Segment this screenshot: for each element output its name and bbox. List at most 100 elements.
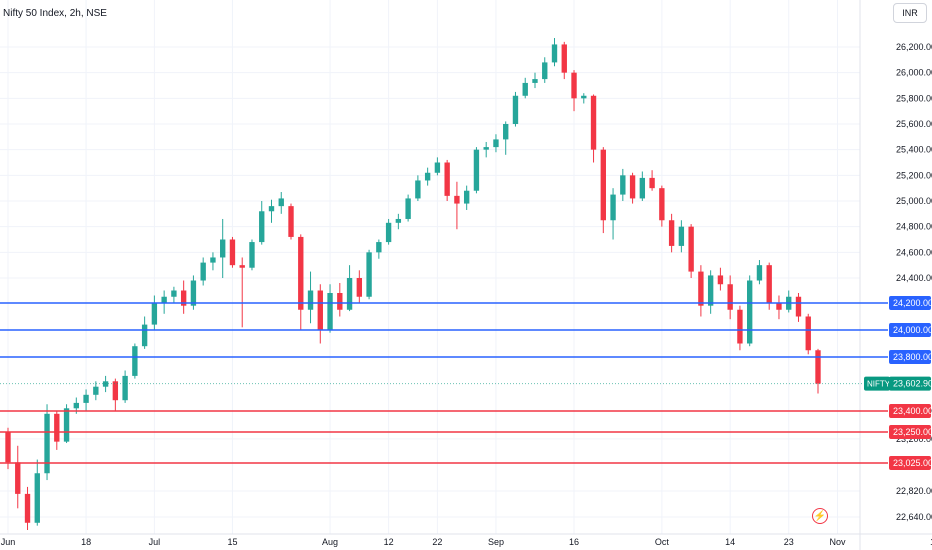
candle-body	[532, 79, 538, 83]
candle-body	[688, 226, 694, 272]
candle-body	[795, 296, 802, 317]
price-tick-label: 25,800.00	[896, 93, 932, 103]
price-tick-label: 25,000.00	[896, 196, 932, 206]
candle-body	[63, 408, 70, 442]
candle-body	[707, 275, 714, 306]
candle-body	[346, 278, 353, 310]
candle-body	[639, 177, 646, 199]
candle-body	[288, 206, 294, 237]
candle-body	[503, 124, 509, 140]
candle-body	[805, 316, 811, 351]
candle-body	[454, 195, 460, 204]
candle-body	[727, 284, 733, 310]
last-price-label: 23,602.90	[893, 379, 932, 389]
candle-body	[259, 211, 265, 243]
candle-body	[132, 346, 138, 376]
time-tick-label: Jul	[149, 537, 161, 547]
candle-body	[83, 394, 89, 403]
candle-body	[717, 275, 724, 285]
lightning-bolt-icon[interactable]: ⚡	[812, 508, 828, 524]
candle-body	[151, 303, 158, 325]
candle-body	[522, 82, 528, 96]
price-tick-label: 24,600.00	[896, 247, 932, 257]
candle-body	[190, 280, 197, 306]
time-tick-label: Nov	[830, 537, 847, 547]
chart-title: Nifty 50 Index, 2h, NSE	[3, 8, 107, 19]
time-tick-label: 14	[725, 537, 735, 547]
symbol-label-bg	[864, 376, 890, 391]
candle-body	[766, 265, 772, 303]
time-tick-label: Sep	[488, 537, 504, 547]
candle-body	[249, 242, 255, 268]
currency-selector[interactable]: INR	[893, 3, 927, 23]
price-tick-label: 25,200.00	[896, 170, 932, 180]
candle-body	[171, 290, 177, 297]
candle-body	[317, 290, 323, 330]
candle-body	[44, 413, 50, 474]
candle-body	[668, 220, 675, 246]
level-label: 23,400.00	[893, 406, 932, 416]
candle-body	[405, 198, 411, 219]
candle-body	[551, 44, 558, 63]
candle-body	[610, 194, 616, 221]
level-label: 24,200.00	[893, 298, 932, 308]
candle-body	[581, 95, 587, 99]
candle-body	[434, 162, 441, 173]
time-tick-label: 23	[784, 537, 794, 547]
plot-area	[0, 0, 860, 534]
level-label: 23,800.00	[893, 352, 932, 362]
price-tick-label: 22,820.00	[896, 486, 932, 496]
candle-body	[112, 381, 119, 401]
candle-body	[747, 280, 753, 344]
candle-body	[327, 293, 333, 330]
candle-body	[571, 72, 577, 99]
candle-body	[161, 296, 167, 303]
candle-body	[239, 265, 245, 268]
candle-body	[93, 386, 99, 395]
candle-body	[590, 95, 597, 150]
price-tick-label: 25,400.00	[896, 145, 932, 155]
time-tick-label: 16	[569, 537, 579, 547]
price-tick-label: 24,800.00	[896, 222, 932, 232]
level-label-bg	[889, 456, 931, 470]
candle-body	[463, 190, 470, 204]
time-tick-label: Oct	[655, 537, 670, 547]
candle-body	[34, 473, 40, 523]
candle-body	[698, 271, 704, 306]
level-label-bg	[889, 425, 931, 439]
candle-body	[54, 413, 60, 442]
level-label-bg	[889, 296, 931, 310]
candle-body	[180, 290, 187, 306]
time-tick-label: 15	[227, 537, 237, 547]
last-price-label-bg	[889, 376, 931, 391]
candle-body	[473, 149, 480, 191]
price-tick-label: 24,400.00	[896, 273, 932, 283]
candle-body	[737, 309, 743, 344]
candle-body	[424, 172, 431, 181]
time-tick-label: 18	[930, 537, 932, 547]
candle-body	[444, 162, 450, 196]
candle-body	[620, 175, 626, 195]
time-tick-label: 22	[432, 537, 442, 547]
candle-body	[649, 177, 655, 189]
candle-body	[298, 236, 304, 310]
candle-body	[629, 175, 636, 199]
candle-body	[756, 265, 763, 281]
candle-body	[268, 206, 275, 212]
candle-body	[600, 149, 606, 221]
candle-body	[561, 44, 567, 73]
candle-body	[200, 262, 206, 281]
candle-body	[493, 139, 499, 148]
level-label: 23,025.00	[893, 458, 932, 468]
time-tick-label: Jun	[1, 537, 16, 547]
candle-body	[15, 462, 21, 494]
level-label-bg	[889, 350, 931, 364]
level-label-bg	[889, 323, 931, 337]
candle-body	[815, 350, 821, 384]
time-tick-label: Aug	[322, 537, 338, 547]
candle-body	[356, 278, 363, 297]
candle-body	[542, 62, 548, 80]
candle-body	[141, 324, 148, 347]
candle-body	[229, 239, 236, 266]
